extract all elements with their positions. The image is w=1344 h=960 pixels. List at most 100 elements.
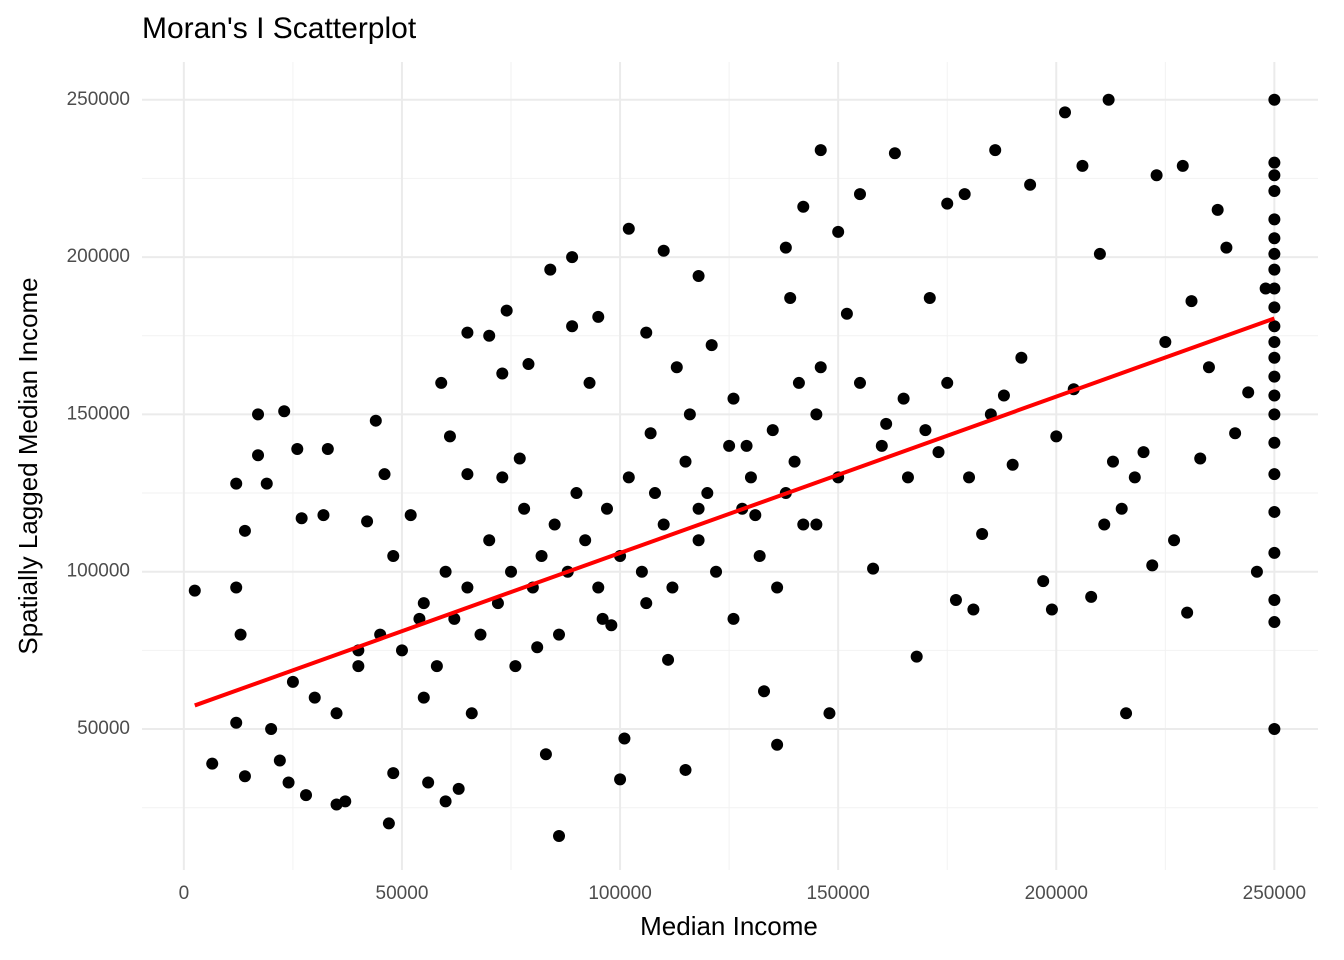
point: [1137, 446, 1150, 459]
point: [875, 439, 888, 452]
chart-title: Moran's I Scatterplot: [142, 12, 417, 45]
point: [1268, 436, 1281, 449]
point: [958, 188, 971, 201]
point: [535, 549, 548, 562]
point: [1268, 247, 1281, 260]
point: [330, 707, 343, 720]
point: [417, 691, 430, 704]
point: [823, 707, 836, 720]
point: [566, 251, 579, 264]
point: [1045, 603, 1058, 616]
point: [788, 455, 801, 468]
point: [997, 389, 1010, 402]
point: [1268, 282, 1281, 295]
point: [278, 405, 291, 418]
point: [963, 471, 976, 484]
point: [853, 376, 866, 389]
point: [1181, 606, 1194, 619]
point: [727, 392, 740, 405]
point: [1242, 386, 1255, 399]
point: [443, 430, 456, 443]
x-tick-label: 200000: [1025, 883, 1088, 904]
x-tick-label: 0: [179, 883, 190, 904]
point: [474, 628, 487, 641]
point: [291, 443, 304, 456]
point: [670, 361, 683, 374]
point: [1102, 93, 1115, 106]
point: [1268, 169, 1281, 182]
point: [897, 392, 910, 405]
point: [592, 581, 605, 594]
point: [1185, 295, 1198, 308]
point: [797, 200, 810, 213]
point: [976, 527, 989, 540]
point: [840, 307, 853, 320]
point: [901, 471, 914, 484]
point: [766, 424, 779, 437]
point: [614, 773, 627, 786]
point: [404, 509, 417, 522]
point: [1268, 351, 1281, 364]
point: [853, 188, 866, 201]
point: [513, 452, 526, 465]
point: [430, 660, 443, 673]
point: [483, 534, 496, 547]
point: [923, 291, 936, 304]
point: [1268, 370, 1281, 383]
point: [1229, 427, 1242, 440]
point: [1024, 178, 1037, 191]
point: [810, 408, 823, 421]
point: [387, 549, 400, 562]
point: [644, 427, 657, 440]
point: [727, 612, 740, 625]
point: [491, 597, 504, 610]
trend-line: [194, 316, 1276, 708]
point: [648, 487, 661, 500]
point: [1106, 455, 1119, 468]
point: [692, 269, 705, 282]
point: [1268, 723, 1281, 736]
y-tick-label: 50000: [77, 718, 130, 739]
point: [622, 471, 635, 484]
point: [369, 414, 382, 427]
point: [234, 628, 247, 641]
point: [500, 304, 513, 317]
point: [230, 716, 243, 729]
point: [705, 339, 718, 352]
point: [553, 830, 566, 843]
point: [265, 723, 278, 736]
point: [1268, 336, 1281, 349]
point: [622, 222, 635, 235]
point: [522, 358, 535, 371]
point: [448, 612, 461, 625]
point: [692, 534, 705, 547]
point: [683, 408, 696, 421]
point: [1076, 159, 1089, 172]
point: [723, 439, 736, 452]
point: [300, 789, 313, 802]
y-tick-label: 250000: [67, 89, 130, 110]
point: [1268, 408, 1281, 421]
point: [548, 518, 561, 531]
point: [1098, 518, 1111, 531]
point: [1220, 241, 1233, 254]
point: [496, 471, 509, 484]
point: [657, 518, 670, 531]
point: [1268, 468, 1281, 481]
point: [910, 650, 923, 663]
point: [771, 581, 784, 594]
y-tick-label: 150000: [67, 403, 130, 424]
point: [832, 225, 845, 238]
point: [758, 685, 771, 698]
point: [1268, 213, 1281, 226]
point: [230, 581, 243, 594]
point: [387, 767, 400, 780]
point: [1120, 707, 1133, 720]
x-tick-label: 50000: [376, 883, 429, 904]
point: [378, 468, 391, 481]
point: [461, 326, 474, 339]
x-axis-label: Median Income: [640, 911, 818, 941]
point: [1268, 616, 1281, 629]
point: [679, 763, 692, 776]
point: [230, 477, 243, 490]
